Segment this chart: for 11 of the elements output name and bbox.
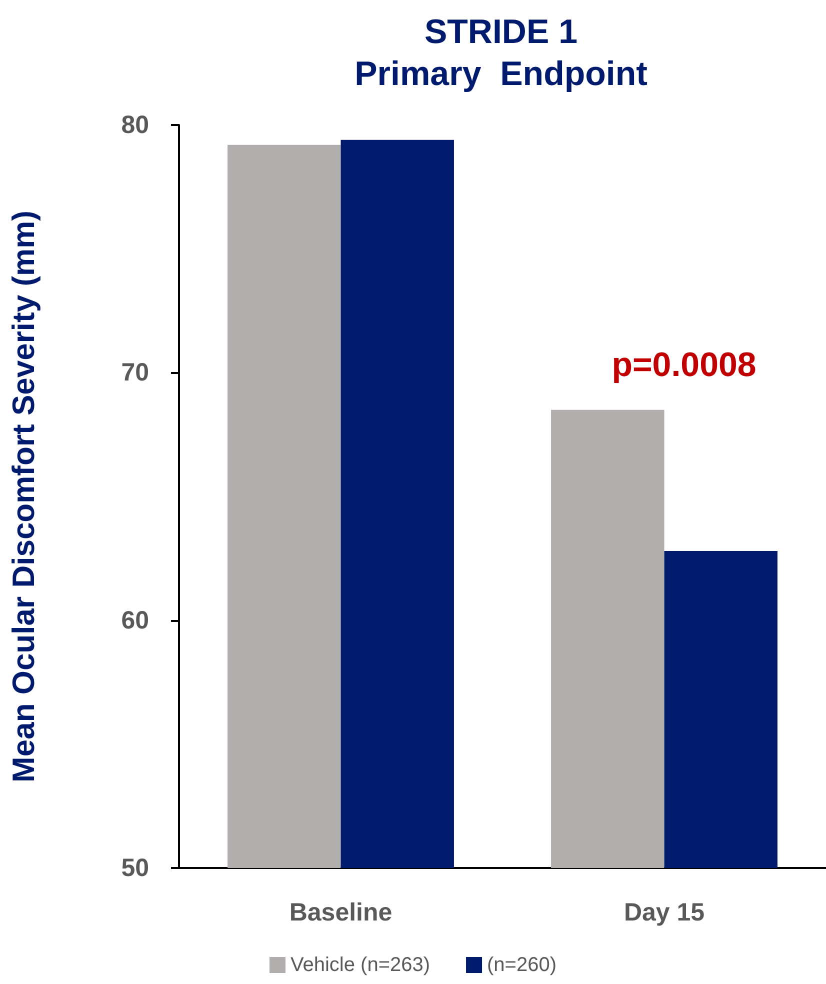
- annotation: p=0.0008: [612, 346, 756, 384]
- legend-label: (n=260): [487, 954, 557, 976]
- y-tick-label: 50: [121, 854, 149, 882]
- y-tick-label: 80: [121, 111, 149, 139]
- y-tick-label: 60: [121, 606, 149, 634]
- chart-title: STRIDE 1 Primary Endpoint: [354, 13, 648, 93]
- x-tick-label: Baseline: [289, 898, 392, 926]
- y-axis-title: Mean Ocular Discomfort Severity (mm): [6, 210, 41, 782]
- legend-label: Vehicle (n=263): [290, 954, 430, 976]
- x-tick-label: Day 15: [624, 898, 705, 926]
- y-tick-label: 70: [121, 358, 149, 387]
